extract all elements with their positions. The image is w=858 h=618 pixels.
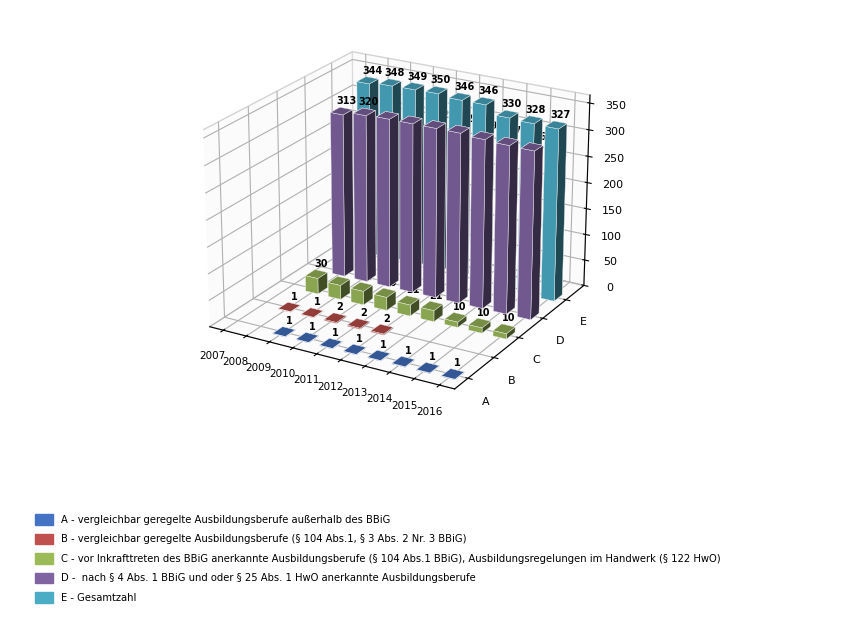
Legend: A - vergleichbar geregelte Ausbildungsberufe außerhalb des BBiG, B - vergleichba: A - vergleichbar geregelte Ausbildungsbe… bbox=[31, 510, 724, 607]
